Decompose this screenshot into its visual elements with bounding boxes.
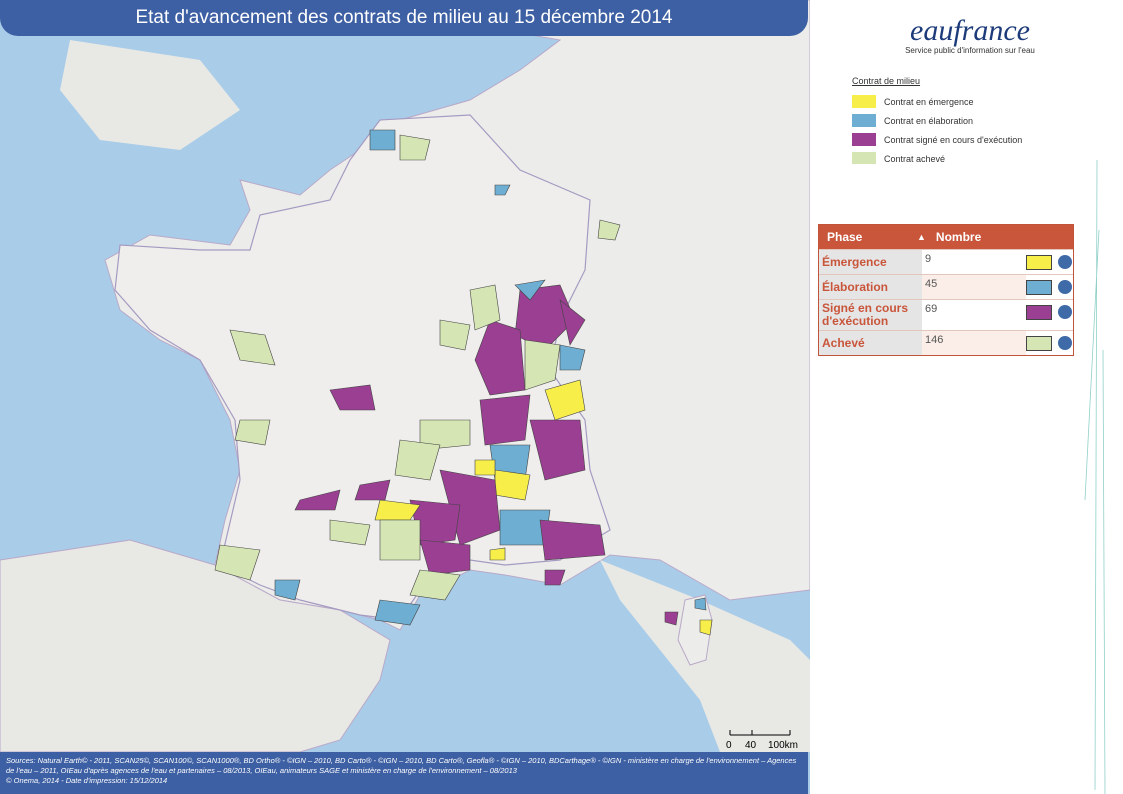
basin [699,619,713,636]
phase-count: 9 [925,253,932,265]
basin [294,489,341,511]
basin [474,319,526,396]
legend: Contrat de milieu Contrat en émergence Co… [852,76,1052,164]
basin [369,129,396,151]
phase-swatch [1026,280,1052,295]
phase-label[interactable]: Achevé [819,331,922,355]
basin [399,134,431,161]
table-row: Élaboration 45 [819,274,1073,299]
basin [354,479,391,501]
phase-label[interactable]: Signé en cours d'exécution [819,300,922,330]
basin [439,319,471,351]
scale-label: 0 [726,740,732,751]
basin [694,597,707,611]
basin [419,419,471,451]
zoom-icon[interactable] [1058,280,1072,294]
credit: © Onema, 2014 - Date d'impression: 15/12… [6,776,168,785]
basin [469,284,501,331]
basin [597,219,621,241]
logo-tagline: Service public d'information sur l'eau [905,46,1035,55]
basin [274,579,301,601]
basin [374,599,421,626]
phase-label[interactable]: Élaboration [819,275,922,299]
zoom-icon[interactable] [1058,305,1072,319]
table-row: Émergence 9 [819,249,1073,274]
basin [394,439,441,481]
basin [524,339,561,391]
legend-label: Contrat signé en cours d'exécution [884,134,1023,145]
basin [559,344,586,371]
legend-swatch [852,114,876,127]
header-phase[interactable]: Phase [827,230,863,244]
logo-name: eaufrance [910,14,1030,47]
basins [214,129,713,636]
basin [329,384,376,411]
basin [479,394,531,446]
legend-label: Contrat en émergence [884,96,974,107]
basin [529,419,586,481]
phase-label[interactable]: Émergence [819,250,922,274]
basin [494,469,531,501]
basin [214,544,261,581]
phase-swatch [1026,305,1052,320]
legend-item: Contrat achevé [852,149,1052,164]
legend-swatch [852,95,876,108]
phase-swatch [1026,255,1052,270]
legend-swatch [852,152,876,164]
zoom-icon[interactable] [1058,336,1072,350]
legend-item: Contrat signé en cours d'exécution [852,130,1052,149]
header-count[interactable]: Nombre [935,230,982,244]
sources: Sources: Natural Earth© - 2011, SCAN25©,… [6,756,797,775]
logo: eaufrance Service public d'information s… [880,14,1060,55]
phase-count: 69 [925,303,938,315]
legend-title: Contrat de milieu [852,76,921,86]
basin [559,299,586,346]
decor [1084,159,1106,794]
basin [419,539,471,576]
basin [379,519,421,561]
zoom-icon[interactable] [1058,255,1072,269]
legend-item: Contrat en élaboration [852,111,1052,130]
legend-label: Contrat en élaboration [884,115,974,126]
basin [544,379,586,421]
scale-label: 40 [745,740,757,751]
basin [474,459,496,476]
table-header: Phase ▲ Nombre [819,225,1073,249]
scale-label: 100km [768,740,798,751]
basin [544,569,566,586]
table-row: Achevé 146 [819,330,1073,355]
basin [489,547,506,561]
map: 0 40 100km [0,0,810,794]
legend-item: Contrat en émergence [852,92,1052,111]
legend-label: Contrat achevé [884,153,946,164]
basin [664,611,679,626]
footer: Sources: Natural Earth© - 2011, SCAN25©,… [0,752,808,794]
map-title: Etat d'avancement des contrats de milieu… [0,0,808,36]
phase-table: Phase ▲ Nombre Émergence 9 Élaboration 45 Sig… [818,224,1074,356]
legend-swatch [852,133,876,146]
phase-count: 45 [922,275,1026,299]
basin [234,419,271,446]
basin [229,329,276,366]
basin [494,184,511,196]
basin [514,279,546,301]
basin [329,519,371,546]
basin [539,519,606,561]
phase-swatch [1026,336,1052,351]
table-row: Signé en cours d'exécution 69 [819,299,1073,330]
phase-count: 146 [922,331,1026,355]
basin [409,569,461,601]
